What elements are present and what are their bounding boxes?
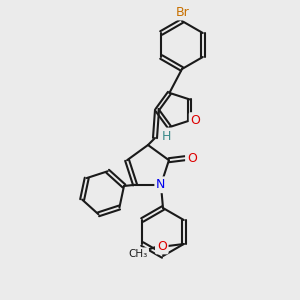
Text: CH₃: CH₃ — [128, 249, 147, 259]
Text: H: H — [161, 130, 171, 142]
Text: N: N — [156, 178, 166, 191]
Text: Br: Br — [176, 5, 190, 19]
Text: O: O — [190, 114, 200, 127]
Text: O: O — [157, 239, 167, 253]
Text: O: O — [187, 152, 197, 165]
